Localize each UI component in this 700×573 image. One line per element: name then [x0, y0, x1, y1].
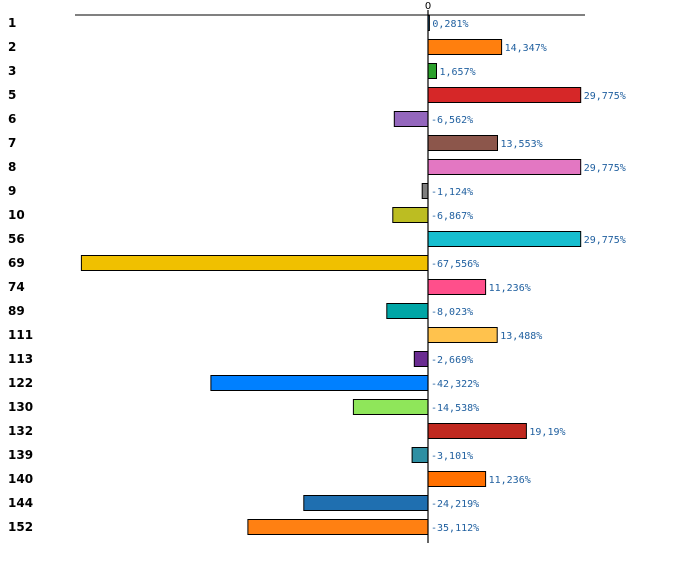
category-label: 9	[8, 184, 16, 198]
category-label: 152	[8, 520, 33, 534]
value-label: -8,023%	[431, 307, 473, 318]
category-label: 56	[8, 232, 25, 246]
bars-group: 1 0,281% 2 14,347% 3 1,657% 5 29,775% 6 -6,562% 7 1…	[8, 15, 626, 535]
category-label: 113	[8, 352, 33, 366]
value-label: -6,562%	[431, 115, 473, 126]
bar	[393, 111, 429, 127]
value-label: -24,219%	[431, 499, 479, 510]
bar	[427, 135, 498, 151]
value-label: 13,553%	[501, 139, 543, 150]
bar	[413, 351, 429, 367]
bar	[427, 63, 437, 79]
value-label: -6,867%	[431, 211, 473, 222]
category-label: 132	[8, 424, 33, 438]
bar	[427, 279, 487, 295]
bar	[392, 207, 429, 223]
value-label: -3,101%	[431, 451, 473, 462]
bar	[411, 447, 429, 463]
category-label: 3	[8, 64, 16, 78]
value-label: -2,669%	[431, 355, 473, 366]
category-label: 111	[8, 328, 33, 342]
value-label: 11,236%	[489, 475, 531, 486]
category-label: 8	[8, 160, 16, 174]
category-label: 74	[8, 280, 25, 294]
value-label: 13,488%	[500, 331, 542, 342]
bar	[386, 303, 429, 319]
category-label: 5	[8, 88, 16, 102]
value-label: 11,236%	[489, 283, 531, 294]
category-label: 69	[8, 256, 25, 270]
value-label: 1,657%	[440, 67, 476, 78]
category-label: 130	[8, 400, 33, 414]
bar	[427, 471, 487, 487]
value-label: -35,112%	[431, 523, 479, 534]
value-label: -1,124%	[431, 187, 473, 198]
value-label: 29,775%	[584, 91, 626, 102]
bar	[247, 519, 429, 535]
category-label: 122	[8, 376, 33, 390]
value-label: 29,775%	[584, 235, 626, 246]
category-label: 7	[8, 136, 16, 150]
bar	[427, 87, 582, 103]
value-label: -42,322%	[431, 379, 479, 390]
zero-tick-label: 0	[425, 1, 431, 12]
bar	[80, 255, 429, 271]
category-label: 89	[8, 304, 25, 318]
category-label: 139	[8, 448, 33, 462]
value-label: 29,775%	[584, 163, 626, 174]
value-label: 14,347%	[505, 43, 547, 54]
value-label: -14,538%	[431, 403, 479, 414]
bar	[210, 375, 429, 391]
category-label: 140	[8, 472, 33, 486]
bar	[427, 159, 582, 175]
category-label: 6	[8, 112, 16, 126]
category-label: 10	[8, 208, 25, 222]
category-label: 2	[8, 40, 16, 54]
bar	[427, 423, 527, 439]
bar	[303, 495, 429, 511]
bar	[427, 327, 498, 343]
bar	[352, 399, 429, 415]
bar	[421, 183, 429, 199]
value-label: 19,19%	[529, 427, 565, 438]
category-label: 144	[8, 496, 33, 510]
value-label: 0,281%	[432, 19, 468, 30]
bar	[427, 231, 582, 247]
bar	[427, 39, 503, 55]
value-label: -67,556%	[431, 259, 479, 270]
category-label: 1	[8, 16, 16, 30]
